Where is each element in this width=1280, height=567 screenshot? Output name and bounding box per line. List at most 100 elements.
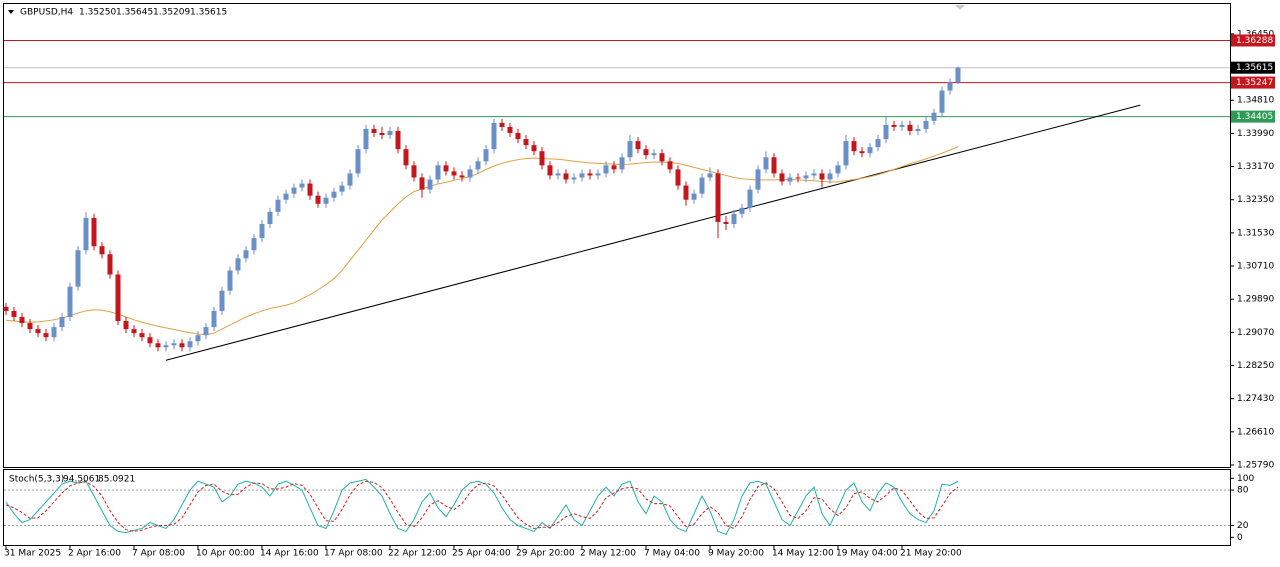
candle-body xyxy=(483,149,489,162)
menu-arrow[interactable] xyxy=(8,10,14,14)
candle-body xyxy=(211,310,217,328)
candle-body xyxy=(331,191,337,198)
candle-body xyxy=(627,141,633,158)
candle-body xyxy=(819,173,825,180)
candle-body xyxy=(11,310,17,317)
candle-body xyxy=(915,128,921,131)
candle-body xyxy=(107,254,113,275)
candle-body xyxy=(387,130,393,136)
candle-body xyxy=(747,189,753,208)
candle-body xyxy=(427,179,433,190)
candle-body xyxy=(283,193,289,200)
candle-body xyxy=(491,122,497,150)
candle-body xyxy=(771,157,777,174)
level-label: 1.35615 xyxy=(1236,63,1273,73)
candle-body xyxy=(891,124,897,127)
x-tick-label: 25 Apr 04:00 xyxy=(452,549,511,559)
y-tick-label: 1.33170 xyxy=(1237,162,1274,172)
y-tick-label: 1.31530 xyxy=(1237,228,1274,238)
candle-body xyxy=(907,124,913,131)
candle-body xyxy=(859,151,865,154)
candle-body xyxy=(43,333,49,338)
candle-body xyxy=(547,165,553,176)
candle-body xyxy=(419,177,425,190)
candle-body xyxy=(651,153,657,156)
candle-body xyxy=(451,171,457,176)
stoch-name: Stoch(5,3,3) xyxy=(9,475,64,485)
candle-body xyxy=(899,124,905,127)
candle-body xyxy=(883,124,889,140)
candle-body xyxy=(499,122,505,127)
candle-body xyxy=(299,183,305,188)
candle-body xyxy=(827,173,833,180)
candle-body xyxy=(715,173,721,222)
candle-body xyxy=(123,321,129,330)
candle-body xyxy=(435,165,441,180)
axes: 1.36450 1.34810 1.33990 1.33170 1.32350 1.315… xyxy=(4,29,1275,559)
candle-body xyxy=(19,316,25,324)
y-tick-label: 1.36450 xyxy=(1237,29,1274,39)
candle-body xyxy=(99,246,105,255)
candle-body xyxy=(571,177,577,180)
x-tick-label: 17 Apr 08:00 xyxy=(324,549,383,559)
candle-body xyxy=(635,141,641,150)
candle-body xyxy=(187,341,193,348)
y-tick-label: 1.29070 xyxy=(1237,328,1274,338)
candle-body xyxy=(83,217,89,251)
candle-body xyxy=(955,67,961,83)
x-tick-label: 29 Apr 20:00 xyxy=(516,549,575,559)
y-tick-label: 1.32350 xyxy=(1237,195,1274,205)
candle-body xyxy=(59,316,65,328)
candle-body xyxy=(291,187,297,194)
stoch-frame xyxy=(3,469,1231,546)
candle-body xyxy=(667,161,673,170)
candle-body xyxy=(67,286,73,317)
ohlc-high: 1.35645 xyxy=(116,8,153,18)
candle-body xyxy=(227,270,233,291)
candle-body xyxy=(563,173,569,180)
stoch-signal xyxy=(5,480,959,532)
stoch-tick-label: 20 xyxy=(1237,521,1249,531)
candle-body xyxy=(467,169,473,178)
y-tick-label: 1.30710 xyxy=(1237,262,1274,272)
y-tick-label: 1.27430 xyxy=(1237,394,1274,404)
x-tick-label: 22 Apr 12:00 xyxy=(388,549,447,559)
candle-body xyxy=(259,223,265,239)
candle-body xyxy=(763,157,769,170)
candle-body xyxy=(947,82,953,91)
x-tick-label: 7 Apr 08:00 xyxy=(132,549,185,559)
level-box xyxy=(1231,110,1275,123)
candle-body xyxy=(523,139,529,146)
candle-body xyxy=(731,213,737,224)
candle-body xyxy=(931,112,937,121)
moving-average xyxy=(5,146,959,336)
candle-body xyxy=(755,169,761,190)
candle-body xyxy=(611,165,617,170)
candle-body xyxy=(659,153,665,162)
shift-marker xyxy=(955,5,965,10)
candle-body xyxy=(691,193,697,200)
candle-body xyxy=(515,132,521,140)
candle-body xyxy=(275,199,281,212)
candle-body xyxy=(459,175,465,178)
candle-body xyxy=(403,149,409,166)
x-tick-label: 19 May 04:00 xyxy=(836,549,898,559)
candle-body xyxy=(315,195,321,204)
level-box xyxy=(1231,61,1275,74)
candle-body xyxy=(267,211,273,224)
candle-body xyxy=(131,329,137,334)
candle-body xyxy=(35,329,41,334)
candle-body xyxy=(507,126,513,133)
candle-body xyxy=(803,175,809,179)
candle-body xyxy=(51,327,57,338)
candle-body xyxy=(699,177,705,194)
y-tick-label: 1.25790 xyxy=(1237,460,1274,470)
candle-body xyxy=(851,141,857,152)
ohlc-close: 1.35615 xyxy=(190,8,227,18)
candle-body xyxy=(739,207,745,214)
level-label: 1.34405 xyxy=(1236,112,1273,122)
candle-body xyxy=(683,185,689,200)
x-tick-label: 14 Apr 16:00 xyxy=(260,549,319,559)
trendline xyxy=(165,104,1141,361)
